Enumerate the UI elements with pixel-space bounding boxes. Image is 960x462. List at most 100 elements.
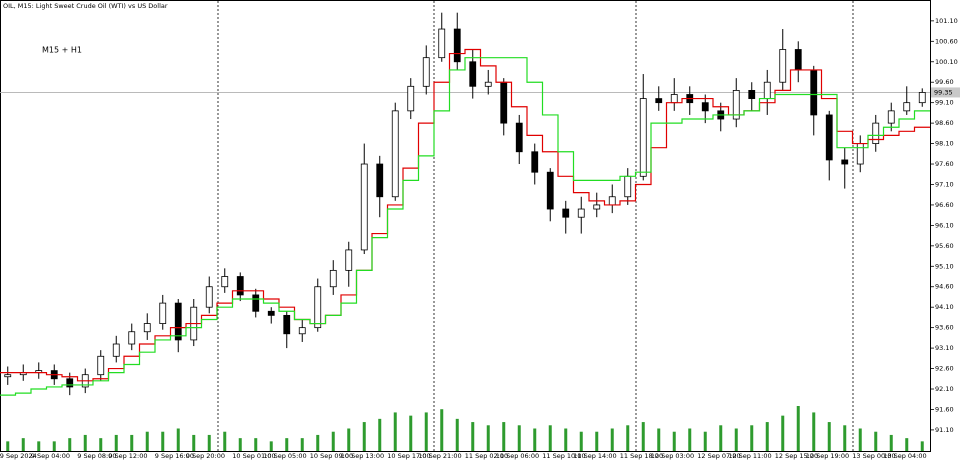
x-tick-label: 12 Sep 03:00 [651,452,694,460]
x-tick-label: 11 Sep 06:00 [496,452,539,460]
candle-body [128,331,136,345]
volume-bar [83,434,87,451]
candle-body [469,61,477,87]
y-tick-label: 92.10 [935,385,954,393]
candle-body [763,81,771,99]
volume-bar [192,434,196,451]
x-tick-label: 11 Sep 10:00 [542,452,585,460]
candle-body [515,122,523,153]
volume-bar [331,431,335,451]
volume-bar [796,406,800,451]
x-tick-label: 12 Sep 07:00 [697,452,740,460]
volume-bar [486,425,490,451]
indicator-line [0,57,930,396]
candle-body [624,175,632,198]
volume-bar [300,438,304,451]
candle-body [639,98,647,177]
candle-body [97,355,105,376]
candle-body [841,159,849,165]
volume-bar [424,412,428,451]
chart-title: OIL, M15: Light Sweet Crude Oil (WTI) vs… [3,2,168,10]
candle-body [453,28,461,63]
y-tick-label: 91.10 [935,426,954,434]
candle-body [546,171,554,210]
volume-bar [455,418,459,451]
candle-body [810,69,818,116]
candle-body [283,314,291,335]
volume-bar [223,431,227,451]
candle-body [298,327,306,335]
candle-body [887,110,895,124]
volume-bar [889,434,893,451]
volume-bar [672,431,676,451]
x-tick-label: 10 Sep 05:00 [263,452,306,460]
volume-bar [610,428,614,451]
current-price-box [931,87,960,98]
volume-bar [114,434,118,451]
y-tick-label: 101.10 [935,17,958,25]
y-tick-label: 100.10 [935,58,958,66]
x-tick-label: 9 Sep 08:00 [77,452,116,460]
x-tick-label: 11 Sep 18:00 [620,452,663,460]
candle-body [500,81,508,124]
volume-bar [688,428,692,451]
day-separators [217,1,854,451]
candle-body [531,151,539,173]
volume-bar [719,425,723,451]
volume-bar [579,431,583,451]
candle-body [562,208,570,218]
x-tick-label: 9 Sep 12:00 [108,452,147,460]
x-tick-label: 10 Sep 01:00 [232,452,275,460]
volume-bar [905,438,909,451]
candle-body [577,208,585,218]
x-tick-label: 13 Sep 00:00 [852,452,895,460]
volume-bar [533,428,537,451]
volume-bar [238,438,242,451]
candle-body [732,90,740,120]
plot-frame [0,0,931,452]
volume-bar [99,438,103,451]
candle-body [221,276,229,288]
volume-bar [316,434,320,451]
candle-body [112,343,120,357]
y-tick-label: 95.60 [935,242,954,250]
volume-bar [161,431,165,451]
x-tick-label: 9 Sep 20:00 [186,452,225,460]
y-tick-label: 96.10 [935,221,954,229]
volume-bar [827,422,831,451]
x-tick-label: 13 Sep 04:00 [883,452,926,460]
volume-bar [254,438,258,451]
volume-bar [750,425,754,451]
volume-bar [765,422,769,451]
volume-bar [362,422,366,451]
volume-bar [68,438,72,451]
y-tick-label: 91.60 [935,405,954,413]
current-price-label: 99.35 [934,88,953,96]
y-tick-label: 95.10 [935,262,954,270]
volume-bar [626,425,630,451]
volume-bar [781,415,785,451]
x-tick-label: 10 Sep 21:00 [418,452,461,460]
volume-bar [409,415,413,451]
candle-body [329,269,337,288]
volume-bar [393,412,397,451]
y-tick-label: 99.10 [935,99,954,107]
candle-body [779,49,787,83]
volume-bar [6,441,10,451]
candle-body [360,163,368,251]
candle-body [143,323,151,333]
candle-body [205,286,213,308]
volume-bar [874,431,878,451]
candle-body [422,57,430,87]
candle-body [794,49,802,71]
volume-bar [734,428,738,451]
volume-bar [641,422,645,451]
volume-bar [471,422,475,451]
y-tick-label: 97.60 [935,160,954,168]
volume-bar [858,428,862,451]
candle-body [872,122,880,144]
y-tick-label: 96.60 [935,201,954,209]
x-tick-label: 11 Sep 14:00 [573,452,616,460]
candle-body [252,294,260,312]
x-tick-label: 11 Sep 02:00 [465,452,508,460]
